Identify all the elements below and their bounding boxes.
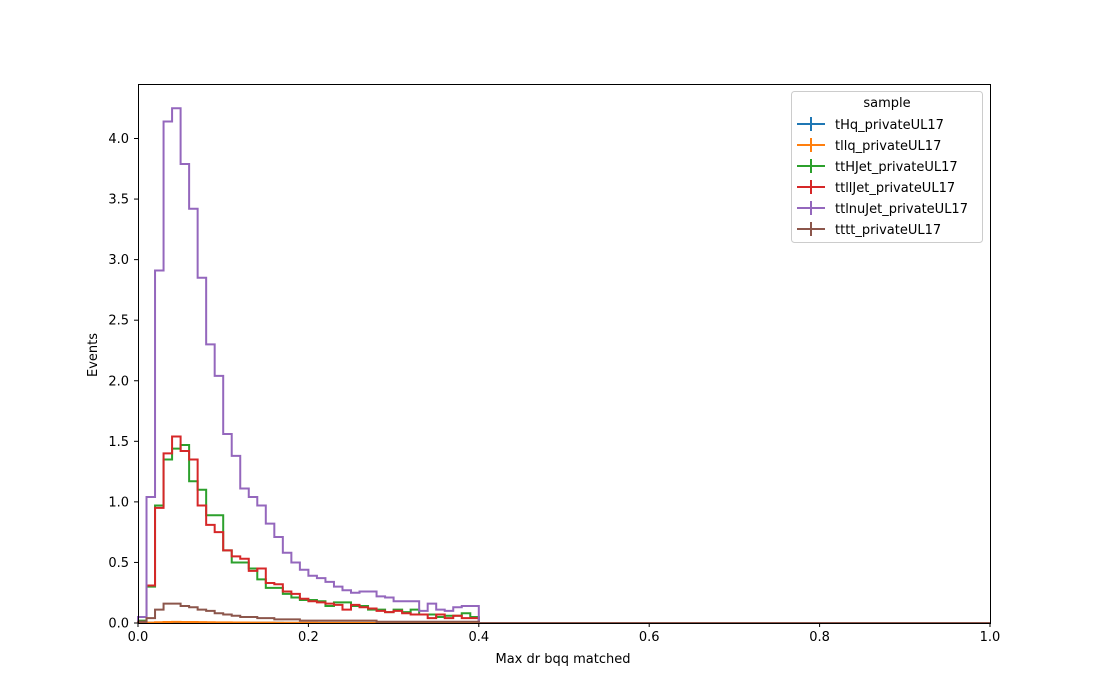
y-tick-label: 4.0: [108, 132, 129, 147]
legend-label: ttllJet_privateUL17: [835, 181, 955, 196]
y-axis: 0.0 0.5 1.0 1.5 2.0 2.5 3.0 3.5 4.0: [108, 132, 138, 632]
y-tick-label: 1.0: [108, 495, 129, 510]
x-tick-label: 0.8: [809, 630, 830, 645]
y-tick-label: 2.5: [108, 314, 129, 329]
series-line-5: [137, 602, 990, 624]
legend-entries: tHq_privateUL17 tllq_privateUL17 ttHJet_pr…: [797, 117, 968, 238]
legend: sample tHq_privateUL17 tllq_privateUL17tt…: [791, 91, 983, 243]
legend-label: tllq_privateUL17: [835, 139, 941, 154]
y-tick-label: 0.0: [108, 617, 129, 632]
y-tick-label: 1.5: [108, 435, 129, 450]
legend-label: tttt_privateUL17: [835, 223, 941, 238]
x-tick-label: 0.0: [128, 630, 149, 645]
legend-title: sample: [863, 96, 910, 111]
legend-entry: ttllJet_privateUL17: [797, 180, 955, 196]
series-line-4: [137, 107, 990, 624]
legend-box: [791, 91, 983, 243]
x-axis-label: Max dr bqq matched: [496, 652, 631, 667]
legend-entry: ttHJet_privateUL17: [797, 159, 958, 175]
y-tick-label: 0.5: [108, 556, 129, 571]
series-line-3: [137, 435, 990, 624]
series-line-1: [138, 620, 990, 624]
y-tick-label: 3.5: [108, 193, 129, 208]
x-tick-label: 0.6: [639, 630, 660, 645]
y-tick-label: 2.0: [108, 374, 129, 389]
legend-entry: tttt_privateUL17: [797, 222, 941, 238]
legend-entry: tHq_privateUL17: [797, 117, 944, 133]
y-tick-label: 3.0: [108, 253, 129, 268]
y-axis-label: Events: [86, 333, 101, 377]
legend-label: ttlnuJet_privateUL17: [835, 202, 968, 217]
x-axis: 0.0 0.2 0.4 0.6 0.8 1.0: [128, 623, 1001, 645]
x-tick-label: 1.0: [980, 630, 1001, 645]
x-tick-label: 0.4: [468, 630, 489, 645]
legend-entry: ttlnuJet_privateUL17: [797, 201, 968, 217]
series-line-2: [137, 443, 990, 624]
legend-entry: tllq_privateUL17: [797, 138, 941, 154]
plot-frame: [138, 84, 991, 624]
x-tick-label: 0.2: [298, 630, 319, 645]
legend-label: tHq_privateUL17: [835, 118, 944, 133]
legend-label: ttHJet_privateUL17: [835, 160, 958, 175]
